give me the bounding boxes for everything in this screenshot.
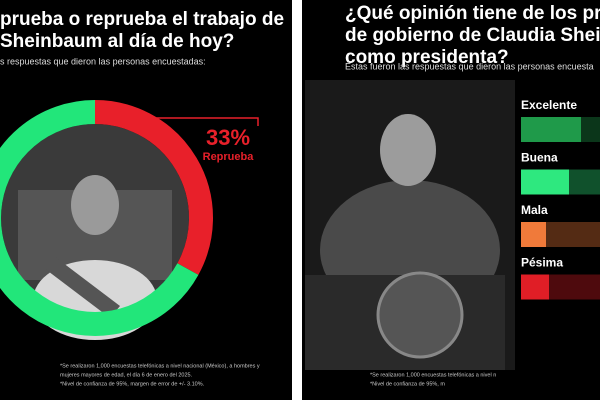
bar (521, 222, 546, 247)
sash (36, 250, 120, 318)
title-line: Sheinbaum al día de hoy? (0, 31, 234, 52)
title-line: ¿Qué opinión tiene de los primeros (345, 3, 600, 24)
footnote: mujeres mayores de edad, el día 6 de ene… (60, 372, 193, 378)
bar (521, 117, 581, 142)
podium-seal (376, 271, 464, 359)
donut-slice (0, 100, 199, 336)
title-line: prueba o reprueba el trabajo de (0, 9, 284, 30)
category-label: Pésima (521, 256, 563, 270)
subtitle: Éstas fueron las respuestas que dieron l… (345, 61, 594, 71)
title-line: de gobierno de Claudia Sheinbaum (345, 25, 600, 46)
footnote: *Nivel de confianza de 95%, margen de er… (60, 381, 205, 387)
person-face (380, 114, 436, 186)
leader-line (95, 117, 259, 126)
bar (521, 169, 569, 195)
footnote: *Nivel de confianza de 95%, m (370, 381, 445, 387)
category-label: Reprueba (203, 151, 255, 163)
value-label: 33% (206, 125, 250, 150)
title-line: como presidenta? (345, 47, 509, 68)
donut-slice (94, 100, 213, 275)
category-label: Buena (521, 151, 558, 165)
footnote: *Se realizaron 1,000 encuestas telefónic… (370, 372, 496, 378)
category-label: Excelente (521, 98, 577, 112)
person-face (71, 175, 119, 235)
footnote: *Se realizaron 1,000 encuestas telefónic… (60, 363, 260, 369)
bar (521, 274, 549, 300)
subtitle: s respuestas que dieron las personas enc… (0, 56, 206, 66)
category-label: Mala (521, 203, 548, 217)
